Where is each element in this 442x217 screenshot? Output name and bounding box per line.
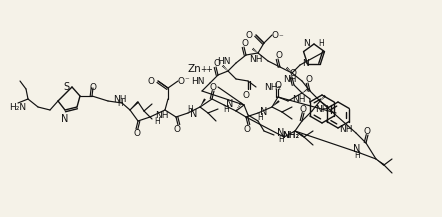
Text: NH: NH [249,54,263,64]
Text: O: O [133,128,141,138]
Text: N: N [353,144,361,154]
Text: O: O [275,51,282,59]
Text: N: N [302,59,309,68]
Text: NH: NH [155,110,168,120]
Text: H: H [187,105,193,113]
Text: N: N [61,114,69,124]
Text: O: O [363,127,370,135]
Text: O: O [178,77,184,85]
Text: H: H [223,105,229,113]
Text: N: N [303,39,310,49]
Text: ++: ++ [200,65,213,74]
Text: N: N [190,109,198,119]
Text: NH₂: NH₂ [264,82,281,92]
Text: O: O [290,69,297,77]
Text: O: O [271,31,278,39]
Text: ⁻: ⁻ [278,33,283,43]
Text: HN: HN [217,56,231,66]
Text: Zn: Zn [188,64,202,74]
Text: NH: NH [113,94,126,104]
Text: N: N [277,128,285,138]
Text: O: O [174,125,180,133]
Text: NH₂: NH₂ [282,130,299,140]
Text: NH: NH [292,94,305,104]
Text: O: O [89,82,96,92]
Text: O: O [210,82,217,92]
Text: O: O [245,31,252,39]
Text: H₂N: H₂N [9,104,26,112]
Text: H: H [354,151,360,161]
Polygon shape [130,101,139,110]
Text: NH: NH [339,125,353,135]
Text: H: H [117,100,123,108]
Text: O: O [243,90,249,100]
Text: O: O [274,81,282,89]
Text: ⁻: ⁻ [185,77,189,85]
Text: H: H [154,117,160,125]
Text: NH: NH [315,105,328,113]
Polygon shape [272,100,280,107]
Text: H: H [257,112,263,122]
Text: N: N [226,99,233,109]
Text: O: O [213,59,221,67]
Text: NH: NH [283,74,297,84]
Text: O: O [148,77,155,85]
Polygon shape [200,99,206,107]
Text: H: H [278,135,284,143]
Polygon shape [295,131,304,137]
Text: S: S [63,82,69,92]
Text: NH₂: NH₂ [282,130,299,140]
Text: H: H [318,39,324,49]
Polygon shape [376,159,385,166]
Text: HN: HN [191,77,205,85]
Text: O: O [305,74,312,84]
Text: O: O [244,125,251,133]
Text: N: N [260,107,267,117]
Text: O: O [300,105,306,113]
Text: O: O [241,38,248,48]
